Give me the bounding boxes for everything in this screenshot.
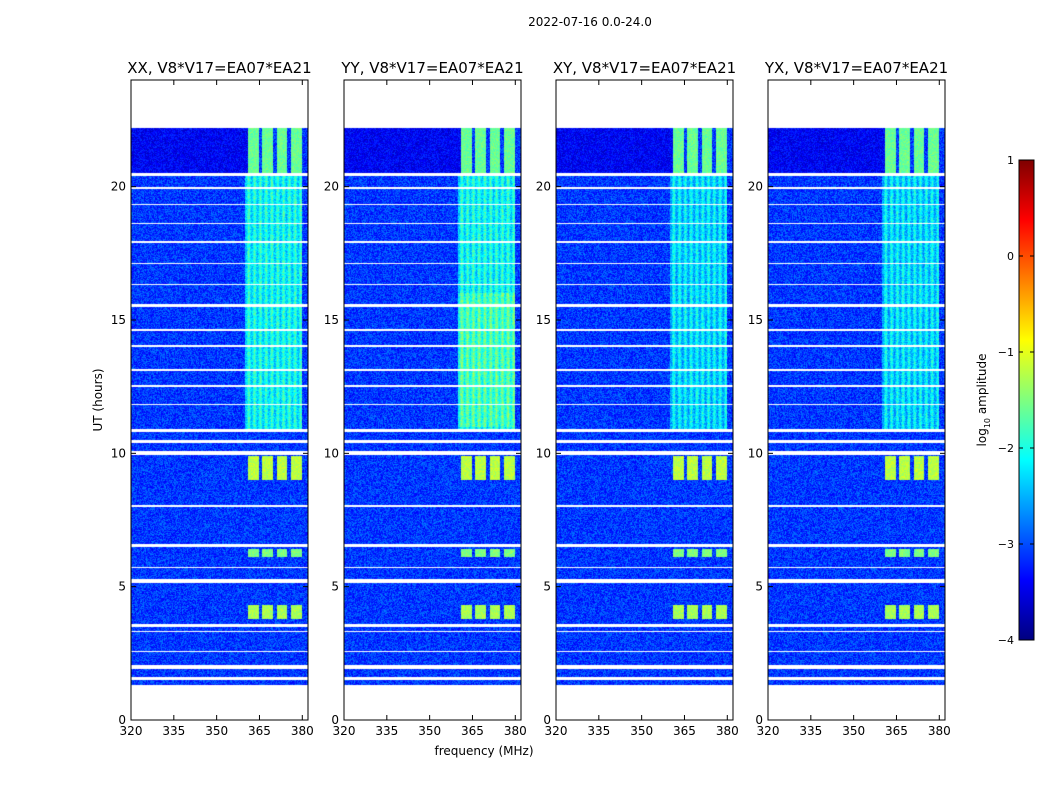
panel-title-xy: XY, V8*V17=EA07*EA21 <box>553 59 736 77</box>
heatmap-image-xy <box>556 80 733 720</box>
y-tick-label: 15 <box>324 313 339 327</box>
x-tick-label: 380 <box>928 724 951 738</box>
panel-title-xx: XX, V8*V17=EA07*EA21 <box>127 59 311 77</box>
y-axis-label: UT (hours) <box>91 368 105 431</box>
panel-frame <box>130 79 309 721</box>
y-tick-label: 15 <box>111 313 126 327</box>
x-tick-label: 320 <box>120 724 143 738</box>
x-tick-label: 365 <box>248 724 271 738</box>
heatmap-image-yy <box>344 80 521 720</box>
y-tick-label: 5 <box>118 580 126 594</box>
panel-xy: XY, V8*V17=EA07*EA21 320 335 350 365 380 0 5 10 1… <box>536 59 739 738</box>
panel-title-yy: YY, V8*V17=EA07*EA21 <box>340 59 523 77</box>
y-tick-label: 20 <box>111 180 126 194</box>
x-tick-label: 365 <box>461 724 484 738</box>
x-tick-label: 380 <box>291 724 314 738</box>
colorbar-tick-label: −3 <box>998 538 1014 551</box>
colorbar-tick-label: 0 <box>1007 250 1014 263</box>
panel-xx: XX, V8*V17=EA07*EA21 320 335 350 365 380 0 5 10 1… <box>111 59 314 738</box>
x-tick-label: 365 <box>885 724 908 738</box>
x-tick-label: 380 <box>504 724 527 738</box>
y-tick-label: 20 <box>536 180 551 194</box>
y-tick-label: 20 <box>324 180 339 194</box>
y-tick-label: 10 <box>748 446 763 460</box>
x-tick-label: 365 <box>673 724 696 738</box>
colorbar-tick-label: −4 <box>998 634 1014 647</box>
y-tick-label: 0 <box>118 713 126 727</box>
x-tick-label: 350 <box>418 724 441 738</box>
y-tick-label: 10 <box>324 446 339 460</box>
x-tick-label: 350 <box>205 724 228 738</box>
y-tick-label: 10 <box>111 446 126 460</box>
colorbar-gradient <box>1018 159 1035 641</box>
y-tick-label: 15 <box>748 313 763 327</box>
heatmap-image-yx <box>768 80 945 720</box>
x-tick-label: 335 <box>162 724 185 738</box>
panel-yx: YX, V8*V17=EA07*EA21 320 335 350 365 380 0 5 10 1… <box>748 59 951 738</box>
colorbar-tick-label: 1 <box>1007 154 1014 167</box>
y-tick-label: 5 <box>755 580 763 594</box>
x-axis-label: frequency (MHz) <box>434 744 533 758</box>
y-tick-label: 0 <box>543 713 551 727</box>
x-tick-label: 320 <box>333 724 356 738</box>
panels-group: XX, V8*V17=EA07*EA21 320 335 350 365 380 0 5 10 1… <box>111 59 951 738</box>
x-tick-label: 335 <box>375 724 398 738</box>
x-tick-label: 320 <box>757 724 780 738</box>
x-tick-label: 335 <box>799 724 822 738</box>
y-tick-label: 15 <box>536 313 551 327</box>
y-tick-label: 5 <box>331 580 339 594</box>
colorbar-tick-label: −2 <box>998 442 1014 455</box>
y-tick-label: 0 <box>755 713 763 727</box>
panel-frame <box>555 79 734 721</box>
y-tick-label: 10 <box>536 446 551 460</box>
figure-suptitle: 2022-07-16 0.0-24.0 <box>528 15 652 29</box>
x-tick-label: 335 <box>587 724 610 738</box>
colorbar-label: log10 amplitude <box>975 354 992 447</box>
x-tick-label: 380 <box>716 724 739 738</box>
heatmap-image-xx <box>131 80 308 720</box>
panel-frame <box>767 79 946 721</box>
colorbar-label-subscript: 10 <box>983 418 992 428</box>
x-tick-label: 350 <box>842 724 865 738</box>
colorbar-tick-label: −1 <box>998 346 1014 359</box>
panel-yy: YY, V8*V17=EA07*EA21 320 335 350 365 380 0 5 10 1… <box>324 59 527 738</box>
y-tick-label: 0 <box>331 713 339 727</box>
x-tick-label: 350 <box>630 724 653 738</box>
colorbar-label-log: log <box>975 428 989 446</box>
colorbar-label-suffix: amplitude <box>975 354 989 418</box>
x-tick-label: 320 <box>545 724 568 738</box>
y-tick-label: 20 <box>748 180 763 194</box>
panel-frame <box>343 79 522 721</box>
y-tick-label: 5 <box>543 580 551 594</box>
panel-title-yx: YX, V8*V17=EA07*EA21 <box>764 59 948 77</box>
